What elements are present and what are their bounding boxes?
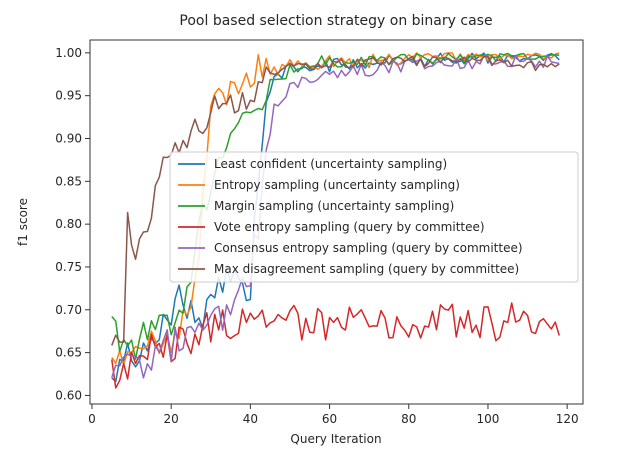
y-axis: 0.60 0.65 0.70 0.75 0.80 0.85 0.90 0.95 1.00	[55, 46, 90, 402]
x-axis: 0 20 40 60 80 100 120	[88, 404, 579, 426]
y-tick-label: 0.65	[55, 346, 82, 360]
y-tick-label: 0.60	[55, 388, 82, 402]
y-tick-label: 0.75	[55, 260, 82, 274]
legend-label: Entropy sampling (uncertainty sampling)	[214, 178, 460, 192]
x-axis-label: Query Iteration	[290, 432, 381, 446]
y-axis-label: f1 score	[16, 198, 30, 246]
x-tick-label: 120	[556, 412, 579, 426]
x-tick-label: 20	[164, 412, 179, 426]
x-tick-label: 60	[322, 412, 337, 426]
chart-title: Pool based selection strategy on binary …	[179, 13, 492, 29]
y-tick-label: 0.80	[55, 217, 82, 231]
y-tick-label: 1.00	[55, 46, 82, 60]
legend-label: Margin sampling (uncertainty sampling)	[214, 199, 454, 213]
legend-box	[169, 151, 579, 283]
plot-area	[111, 52, 560, 389]
legend-label: Vote entropy sampling (query by committe…	[214, 220, 485, 234]
series-line	[111, 54, 560, 379]
y-tick-label: 0.95	[55, 89, 82, 103]
series-line	[111, 302, 560, 389]
x-tick-label: 100	[477, 412, 500, 426]
legend-label: Consensus entropy sampling (query by com…	[214, 241, 523, 255]
x-tick-label: 80	[401, 412, 416, 426]
series-line	[111, 55, 560, 346]
legend-label: Least confident (uncertainty sampling)	[214, 157, 447, 171]
x-tick-label: 40	[243, 412, 258, 426]
y-tick-label: 0.85	[55, 174, 82, 188]
legend-label: Max disagreement sampling (query by comm…	[214, 262, 519, 276]
legend: Least confident (uncertainty sampling) En…	[169, 151, 579, 283]
y-tick-label: 0.70	[55, 303, 82, 317]
y-tick-label: 0.90	[55, 131, 82, 145]
plot-frame	[89, 39, 584, 405]
x-tick-label: 0	[88, 412, 96, 426]
